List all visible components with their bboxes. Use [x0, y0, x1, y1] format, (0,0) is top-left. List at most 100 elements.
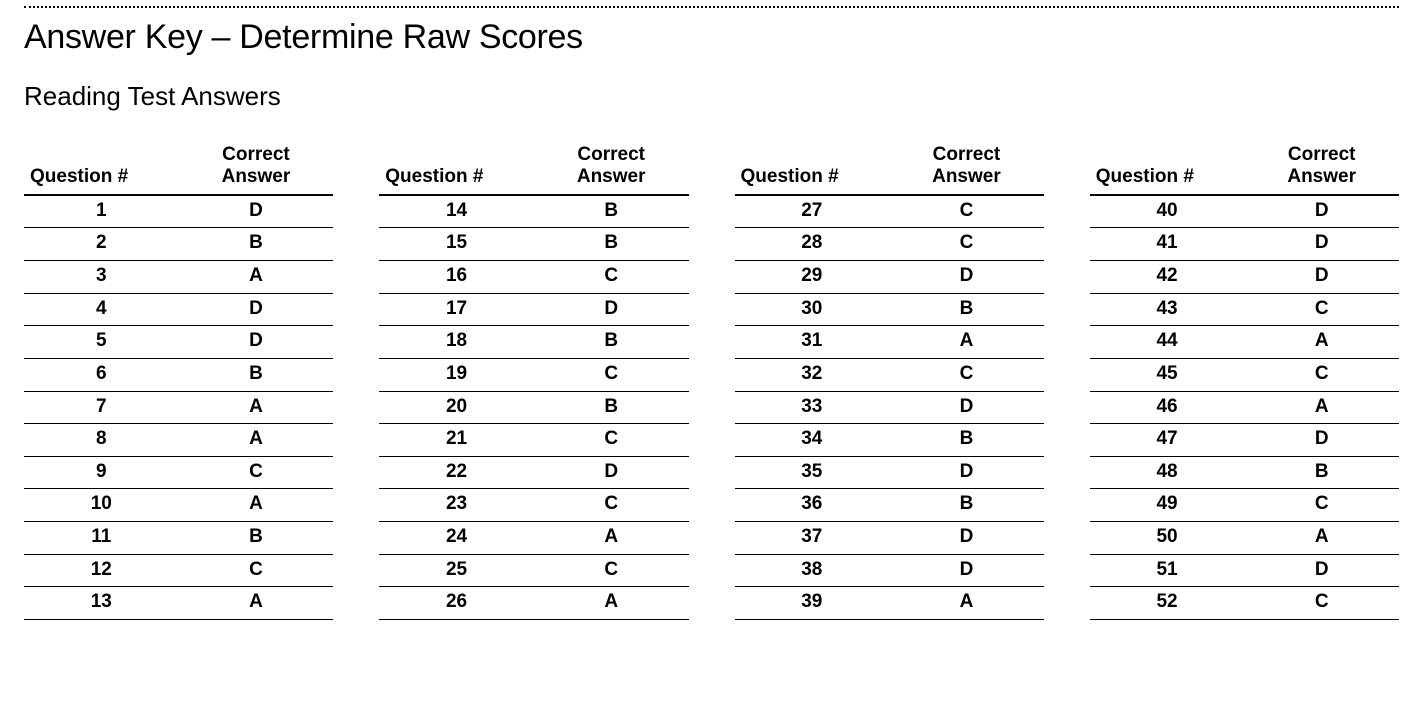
- table-row: 47D: [1090, 424, 1399, 457]
- table-row: 51D: [1090, 554, 1399, 587]
- table-row: 50A: [1090, 522, 1399, 555]
- table-row: 22D: [379, 456, 688, 489]
- question-number: 17: [379, 293, 534, 326]
- question-number: 9: [24, 456, 179, 489]
- header-question: Question #: [379, 142, 534, 195]
- table-row: 4D: [24, 293, 333, 326]
- question-number: 52: [1090, 587, 1245, 620]
- correct-answer: B: [889, 424, 1044, 457]
- correct-answer: C: [1244, 358, 1399, 391]
- answer-block: Question #CorrectAnswer27C28C29D30B31A32…: [735, 142, 1044, 620]
- table-row: 15B: [379, 228, 688, 261]
- correct-answer: D: [889, 456, 1044, 489]
- header-answer: CorrectAnswer: [889, 142, 1044, 195]
- correct-answer: B: [534, 228, 689, 261]
- question-number: 26: [379, 587, 534, 620]
- correct-answer: A: [1244, 391, 1399, 424]
- correct-answer: C: [1244, 587, 1399, 620]
- answer-block: Question #CorrectAnswer40D41D42D43C44A45…: [1090, 142, 1399, 620]
- question-number: 29: [735, 260, 890, 293]
- table-header-row: Question #CorrectAnswer: [379, 142, 688, 195]
- question-number: 47: [1090, 424, 1245, 457]
- correct-answer: A: [1244, 522, 1399, 555]
- question-number: 37: [735, 522, 890, 555]
- table-row: 52C: [1090, 587, 1399, 620]
- correct-answer: A: [179, 391, 334, 424]
- correct-answer: C: [179, 456, 334, 489]
- table-row: 5D: [24, 326, 333, 359]
- answer-block: Question #CorrectAnswer1D2B3A4D5D6B7A8A9…: [24, 142, 333, 620]
- question-number: 19: [379, 358, 534, 391]
- correct-answer: C: [534, 554, 689, 587]
- table-row: 36B: [735, 489, 1044, 522]
- correct-answer: D: [1244, 228, 1399, 261]
- correct-answer: C: [534, 358, 689, 391]
- question-number: 49: [1090, 489, 1245, 522]
- header-question: Question #: [735, 142, 890, 195]
- section-subtitle: Reading Test Answers: [24, 81, 1399, 112]
- header-answer: CorrectAnswer: [534, 142, 689, 195]
- table-row: 20B: [379, 391, 688, 424]
- table-row: 28C: [735, 228, 1044, 261]
- table-row: 11B: [24, 522, 333, 555]
- correct-answer: A: [889, 587, 1044, 620]
- table-row: 14B: [379, 195, 688, 228]
- question-number: 28: [735, 228, 890, 261]
- table-row: 3A: [24, 260, 333, 293]
- header-answer-line1: Correct: [1288, 144, 1356, 165]
- top-dotted-rule: [24, 6, 1399, 8]
- header-answer-line1: Correct: [577, 144, 645, 165]
- question-number: 11: [24, 522, 179, 555]
- answer-table: Question #CorrectAnswer1D2B3A4D5D6B7A8A9…: [24, 142, 333, 620]
- correct-answer: B: [1244, 456, 1399, 489]
- correct-answer: A: [889, 326, 1044, 359]
- table-row: 32C: [735, 358, 1044, 391]
- header-answer-line1: Correct: [222, 144, 290, 165]
- table-header-row: Question #CorrectAnswer: [24, 142, 333, 195]
- question-number: 14: [379, 195, 534, 228]
- table-row: 16C: [379, 260, 688, 293]
- question-number: 21: [379, 424, 534, 457]
- correct-answer: D: [889, 391, 1044, 424]
- correct-answer: B: [534, 391, 689, 424]
- correct-answer: D: [179, 195, 334, 228]
- table-row: 27C: [735, 195, 1044, 228]
- table-row: 10A: [24, 489, 333, 522]
- correct-answer: D: [889, 260, 1044, 293]
- question-number: 48: [1090, 456, 1245, 489]
- correct-answer: B: [534, 195, 689, 228]
- question-number: 38: [735, 554, 890, 587]
- correct-answer: A: [534, 522, 689, 555]
- header-answer: CorrectAnswer: [179, 142, 334, 195]
- correct-answer: A: [534, 587, 689, 620]
- table-row: 42D: [1090, 260, 1399, 293]
- table-row: 18B: [379, 326, 688, 359]
- table-row: 49C: [1090, 489, 1399, 522]
- table-row: 1D: [24, 195, 333, 228]
- correct-answer: D: [179, 293, 334, 326]
- question-number: 43: [1090, 293, 1245, 326]
- table-row: 34B: [735, 424, 1044, 457]
- question-number: 50: [1090, 522, 1245, 555]
- correct-answer: D: [889, 554, 1044, 587]
- correct-answer: B: [179, 228, 334, 261]
- correct-answer: C: [889, 195, 1044, 228]
- question-number: 13: [24, 587, 179, 620]
- question-number: 6: [24, 358, 179, 391]
- question-number: 30: [735, 293, 890, 326]
- question-number: 35: [735, 456, 890, 489]
- table-row: 6B: [24, 358, 333, 391]
- table-row: 45C: [1090, 358, 1399, 391]
- question-number: 40: [1090, 195, 1245, 228]
- question-number: 23: [379, 489, 534, 522]
- question-number: 15: [379, 228, 534, 261]
- table-row: 41D: [1090, 228, 1399, 261]
- table-row: 17D: [379, 293, 688, 326]
- question-number: 10: [24, 489, 179, 522]
- table-row: 31A: [735, 326, 1044, 359]
- table-row: 21C: [379, 424, 688, 457]
- correct-answer: C: [534, 489, 689, 522]
- correct-answer: D: [1244, 260, 1399, 293]
- header-answer-line1: Correct: [933, 144, 1001, 165]
- correct-answer: A: [179, 260, 334, 293]
